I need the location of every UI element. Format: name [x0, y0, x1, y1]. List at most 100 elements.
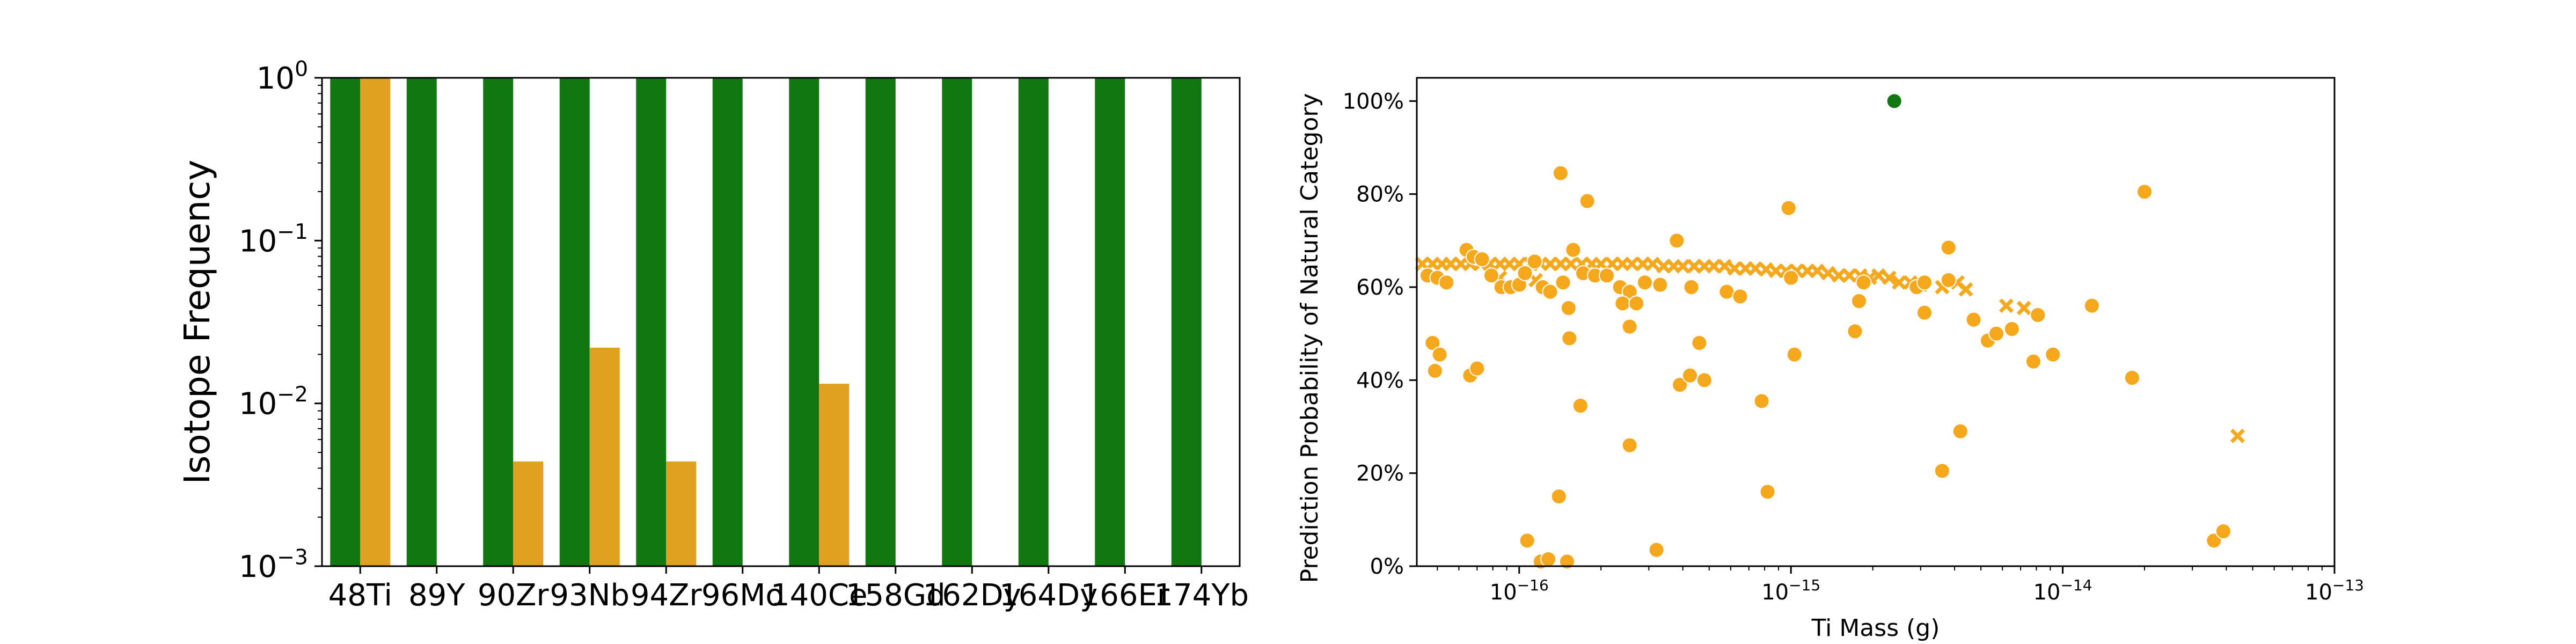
scatter-point: [2045, 346, 2061, 363]
scatter-point: [1683, 279, 1700, 295]
scatter-point: [1718, 283, 1735, 300]
y-tick-label: 80%: [1356, 182, 1404, 207]
y-tick-label: 10−1: [239, 220, 308, 259]
bar-164dy-series-1: [1018, 78, 1049, 566]
scatter-point: [1732, 288, 1748, 305]
bar-96mo-series-1: [712, 78, 743, 566]
scatter-point: [1579, 193, 1596, 209]
bar-48ti-series-1: [330, 78, 361, 566]
scatter-point: [1474, 251, 1490, 267]
scatter-x-marker: [1871, 268, 1886, 283]
x-category-label: 166Er: [1081, 578, 1170, 613]
bar-162dy-series-1: [942, 78, 972, 566]
x-tick-label-exponent: −14: [2061, 576, 2092, 594]
bar-140ce-series-2: [819, 384, 850, 566]
bar-93nb-series-1: [559, 78, 590, 566]
x-category-label: 174Yb: [1154, 578, 1249, 613]
scatter-point: [1648, 541, 1665, 558]
x-axis-label: Ti Mass (g): [1811, 614, 1940, 642]
bar-94zr-series-2: [666, 461, 697, 566]
x-tick-label: 10−14: [2033, 576, 2092, 605]
scatter-point: [1668, 232, 1685, 249]
bar-140ce-series-1: [789, 78, 819, 566]
y-tick-label: 100%: [1343, 89, 1404, 114]
scatter-point: [1753, 393, 1770, 409]
scatter-point: [1851, 293, 1868, 309]
y-tick-label: 10−2: [239, 383, 308, 422]
scatter-x-marker: [1645, 257, 1660, 272]
scatter-point: [1561, 330, 1578, 347]
scatter-point: [1847, 323, 1863, 340]
scatter-point: [1672, 377, 1688, 393]
scatter-point: [1652, 276, 1668, 293]
y-tick-label-exponent: −1: [277, 220, 308, 244]
scatter-point: [1483, 267, 1499, 284]
scatter-point: [1572, 398, 1589, 414]
y-tick-label-exponent: −3: [277, 545, 308, 569]
y-tick-label: 100: [257, 57, 308, 96]
scatter-point: [1682, 367, 1699, 384]
scatter-point: [2083, 297, 2100, 314]
x-tick-label: 10−16: [1490, 576, 1549, 605]
plot-frame: [321, 77, 1241, 567]
y-axis-label: Isotope Frequency: [177, 160, 218, 485]
scatter-point: [1759, 484, 1776, 500]
scatter-point: [1431, 346, 1448, 363]
x-category-label: 164Dy: [999, 578, 1097, 613]
scatter-point: [1940, 272, 1957, 288]
scatter-point: [1988, 325, 2004, 342]
y-tick-label-base: 10: [239, 387, 277, 422]
scatter-point: [1426, 363, 1443, 379]
bar-94zr-series-1: [636, 78, 667, 566]
x-category-label: 158Gd: [846, 578, 946, 613]
scatter-x-marker: [1717, 259, 1732, 274]
y-tick-label-exponent: 0: [295, 57, 308, 81]
scatter-point: [1526, 253, 1543, 270]
plot-frame: [1416, 77, 2336, 567]
y-tick-label: 0%: [1370, 554, 1404, 579]
scatter-point: [1940, 239, 1957, 256]
x-category-label: 93Nb: [550, 578, 630, 613]
scatter-x-marker: [1958, 282, 1973, 297]
scatter-point: [2124, 370, 2140, 386]
y-tick-label-base: 10: [239, 550, 277, 584]
scatter-x-marker: [1882, 270, 1897, 286]
x-tick-label-base: 10: [2033, 580, 2061, 605]
bar-166er-series-1: [1095, 78, 1125, 566]
x-tick-label-exponent: −13: [2332, 576, 2364, 594]
bar-90zr-series-2: [513, 461, 544, 566]
scatter-point: [1469, 360, 1485, 377]
scatter-point: [1424, 335, 1441, 351]
scatter-point: [1438, 274, 1455, 291]
y-tick-label: 40%: [1356, 368, 1404, 393]
y-tick-label-base: 10: [239, 224, 277, 259]
scatter-point: [1783, 269, 1799, 286]
x-category-label: 89Y: [408, 578, 465, 613]
x-tick-label-exponent: −16: [1517, 576, 1549, 594]
scatter-x-marker: [1727, 261, 1742, 276]
scatter-point: [1952, 423, 1968, 440]
scatter-point: [2215, 523, 2231, 539]
scatter-x-marker: [1831, 268, 1846, 283]
prediction-probability-scatter-chart: 10−16 10−15 10−14 10−130%20%40%60%80%100%Ti…: [1296, 77, 2364, 642]
scatter-x-marker: [1842, 268, 1857, 283]
bar-90zr-series-1: [483, 78, 514, 566]
x-tick-label-base: 10: [1490, 580, 1517, 605]
scatter-point: [1965, 311, 1982, 328]
x-tick-label-exponent: −15: [1789, 576, 1820, 594]
scatter-point: [1555, 274, 1571, 291]
x-category-label: 96Mo: [701, 578, 784, 613]
bar-48ti-series-2: [360, 78, 391, 566]
scatter-point: [1542, 283, 1558, 300]
scatter-x-marker: [1624, 257, 1640, 272]
scatter-x-marker: [1892, 275, 1907, 290]
scatter-point: [2025, 353, 2041, 370]
scatter-point: [1916, 304, 1933, 321]
scatter-x-marker: [1999, 298, 2014, 313]
x-category-label: 48Ti: [328, 578, 392, 613]
x-tick-label: 10−15: [1761, 576, 1820, 605]
scatter-point: [1934, 463, 1950, 479]
scatter-point: [1552, 165, 1569, 181]
scatter-point: [1550, 488, 1567, 504]
